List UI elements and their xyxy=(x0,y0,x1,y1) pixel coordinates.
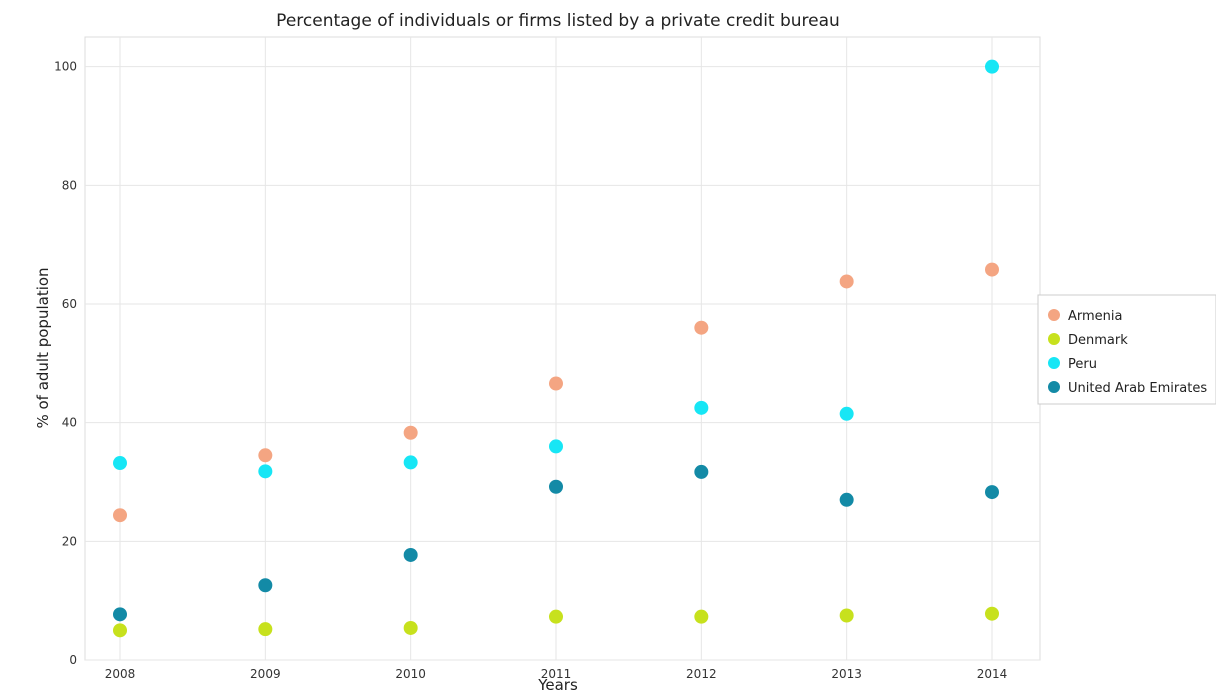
point-denmark-2012 xyxy=(694,609,709,624)
x-axis: 2008 2009 2010 2011 2012 2013 2014 xyxy=(105,667,1008,681)
point-peru-2010 xyxy=(403,455,418,470)
y-tick-label: 60 xyxy=(62,297,77,311)
point-denmark-2010 xyxy=(403,620,418,635)
point-united-arab-emirates-2008 xyxy=(113,607,127,622)
legend-box xyxy=(1037,294,1216,405)
point-united-arab-emirates-2012 xyxy=(694,464,709,479)
plot-frame xyxy=(84,36,1041,661)
y-axis-label: % of adult population xyxy=(34,267,52,428)
legend-label: Peru xyxy=(1068,357,1097,372)
point-denmark-2014 xyxy=(985,606,999,621)
y-axis: 0 20 40 60 80 100 xyxy=(54,60,77,667)
point-peru-2013 xyxy=(839,406,854,421)
legend: Armenia Denmark Peru United Arab Emirates xyxy=(1037,294,1216,405)
y-tick-label: 20 xyxy=(62,534,77,548)
legend-marker xyxy=(1048,309,1060,321)
x-tick-label: 2014 xyxy=(977,667,1008,681)
point-armenia-2009 xyxy=(258,448,273,463)
x-tick-label: 2009 xyxy=(250,667,281,681)
legend-label: Denmark xyxy=(1068,333,1128,348)
legend-marker xyxy=(1048,357,1060,369)
point-denmark-2009 xyxy=(258,622,273,637)
x-tick-label: 2013 xyxy=(831,667,862,681)
point-denmark-2008 xyxy=(113,623,127,638)
point-denmark-2013 xyxy=(839,608,854,623)
point-peru-2012 xyxy=(694,400,709,415)
y-tick-label: 0 xyxy=(69,653,77,667)
legend-marker xyxy=(1048,381,1060,393)
point-united-arab-emirates-2011 xyxy=(549,479,563,494)
point-peru-2009 xyxy=(258,464,273,479)
x-tick-label: 2012 xyxy=(686,667,717,681)
point-united-arab-emirates-2013 xyxy=(839,492,854,507)
point-armenia-2013 xyxy=(839,274,854,289)
point-peru-2011 xyxy=(549,439,563,454)
point-denmark-2011 xyxy=(549,609,563,624)
point-armenia-2011 xyxy=(549,376,563,391)
point-united-arab-emirates-2009 xyxy=(258,578,273,593)
plot-area: 0 20 40 60 80 100 2008 2009 2010 2011 2012 2013 201… xyxy=(54,36,1041,681)
y-tick-label: 40 xyxy=(62,416,77,430)
point-peru-2014 xyxy=(985,59,999,74)
x-tick-label: 2010 xyxy=(395,667,426,681)
point-united-arab-emirates-2010 xyxy=(403,547,418,562)
point-peru-2008 xyxy=(113,456,127,471)
point-armenia-2010 xyxy=(403,425,418,440)
point-armenia-2012 xyxy=(694,320,709,335)
point-armenia-2014 xyxy=(985,262,999,277)
legend-label: United Arab Emirates xyxy=(1068,381,1207,396)
chart-title: Percentage of individuals or firms liste… xyxy=(276,11,840,31)
legend-marker xyxy=(1048,333,1060,345)
legend-label: Armenia xyxy=(1068,309,1123,324)
point-armenia-2008 xyxy=(113,508,127,523)
grid xyxy=(85,37,1040,661)
data-points xyxy=(113,59,999,638)
x-tick-label: 2008 xyxy=(105,667,136,681)
point-united-arab-emirates-2014 xyxy=(985,485,999,500)
x-axis-label: Years xyxy=(537,676,578,694)
x-tick-label: 2011 xyxy=(541,667,572,681)
y-tick-label: 80 xyxy=(62,178,77,192)
y-tick-label: 100 xyxy=(54,60,77,74)
